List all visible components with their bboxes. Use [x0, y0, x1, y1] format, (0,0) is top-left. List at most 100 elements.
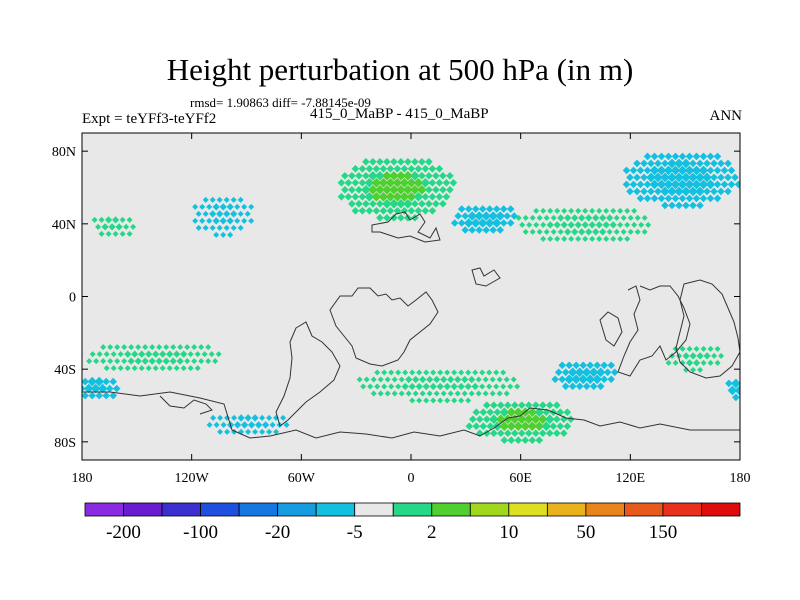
field-diamond [693, 359, 701, 367]
field-diamond [574, 221, 582, 229]
field-diamond [554, 207, 561, 214]
field-diamond [661, 201, 669, 210]
field-diamond [610, 207, 617, 214]
field-diamond [358, 193, 367, 201]
field-diamond [534, 421, 545, 431]
field-diamond [411, 214, 419, 222]
field-diamond [568, 235, 575, 242]
field-diamond [114, 358, 121, 365]
field-diamond [506, 407, 517, 417]
field-diamond [149, 344, 156, 351]
field-diamond [468, 226, 476, 234]
field-diamond [698, 179, 709, 190]
field-diamond [561, 235, 568, 242]
field-diamond [418, 200, 426, 208]
colorbar-swatch [546, 502, 587, 517]
field-diamond [135, 344, 142, 351]
field-diamond [428, 179, 437, 187]
field-diamond [482, 390, 489, 397]
field-diamond [386, 207, 395, 215]
field-diamond [589, 382, 598, 391]
field-diamond [565, 361, 573, 370]
field-diamond [561, 382, 570, 391]
field-diamond [585, 214, 593, 222]
coastline-antarctica [82, 391, 740, 439]
field-diamond [368, 171, 378, 181]
field-diamond [589, 235, 596, 242]
field-diamond [348, 200, 356, 208]
colorbar-swatch [701, 502, 741, 517]
field-diamond [248, 421, 256, 429]
field-diamond [483, 429, 491, 437]
field-diamond [572, 361, 580, 370]
field-diamond [599, 214, 607, 222]
coastlines [82, 211, 740, 439]
field-diamond [724, 173, 732, 182]
field-diamond [490, 429, 498, 437]
field-diamond [384, 376, 391, 383]
field-diamond [121, 344, 128, 351]
lat-tick-label: 0 [69, 291, 76, 306]
field-diamond [588, 367, 599, 378]
field-diamond [500, 383, 507, 390]
field-diamond [540, 221, 547, 228]
field-diamond [88, 391, 96, 400]
field-diamond [606, 228, 613, 235]
field-diamond [693, 345, 700, 352]
field-diamond [588, 221, 596, 229]
colorbar-swatch [508, 502, 548, 517]
field-diamond [713, 194, 722, 203]
field-diamond [435, 179, 444, 187]
colorbar-swatch [161, 502, 201, 517]
field-diamond [145, 350, 153, 358]
field-diamond [533, 207, 540, 214]
field-diamond [206, 421, 213, 428]
field-diamond [724, 159, 732, 168]
field-diamond [192, 217, 199, 224]
field-diamond [634, 228, 641, 235]
field-diamond [426, 375, 434, 384]
field-diamond [626, 173, 634, 182]
field-diamond [216, 210, 224, 218]
field-diamond [503, 390, 510, 397]
field-diamond [407, 207, 416, 215]
field-diamond [515, 214, 522, 221]
field-diamond [519, 221, 526, 228]
field-diamond [685, 194, 694, 203]
field-diamond [364, 192, 375, 202]
field-diamond [720, 180, 729, 189]
field-diamond [437, 397, 444, 404]
field-diamond [603, 235, 610, 242]
colorbar-swatch [624, 502, 664, 517]
field-diamond [690, 366, 697, 373]
field-diamond [447, 390, 454, 397]
field-diamond [421, 207, 430, 215]
lon-tick-label: 60E [509, 471, 532, 486]
field-diamond [497, 429, 505, 437]
field-diamond [689, 352, 697, 360]
field-diamond [575, 207, 582, 214]
field-diamond [595, 221, 603, 229]
field-diamond [410, 171, 420, 181]
field-diamond [698, 165, 709, 176]
field-diamond [440, 390, 447, 397]
field-diamond [177, 344, 184, 351]
field-diamond [124, 350, 132, 358]
field-diamond [251, 414, 259, 422]
colorbar-swatch [277, 502, 317, 517]
field-diamond [622, 180, 631, 189]
field-diamond [717, 173, 725, 182]
field-diamond [381, 369, 388, 376]
field-diamond [395, 369, 402, 376]
field-diamond [465, 369, 472, 376]
field-diamond [413, 192, 424, 202]
field-diamond [511, 401, 519, 409]
field-diamond [492, 205, 501, 213]
lat-tick-label: 40N [52, 218, 76, 233]
field-diamond [624, 207, 631, 214]
field-diamond [425, 172, 433, 180]
field-diamond [603, 207, 610, 214]
field-diamond [126, 230, 133, 237]
field-diamond [468, 375, 476, 384]
field-diamond [595, 367, 606, 378]
